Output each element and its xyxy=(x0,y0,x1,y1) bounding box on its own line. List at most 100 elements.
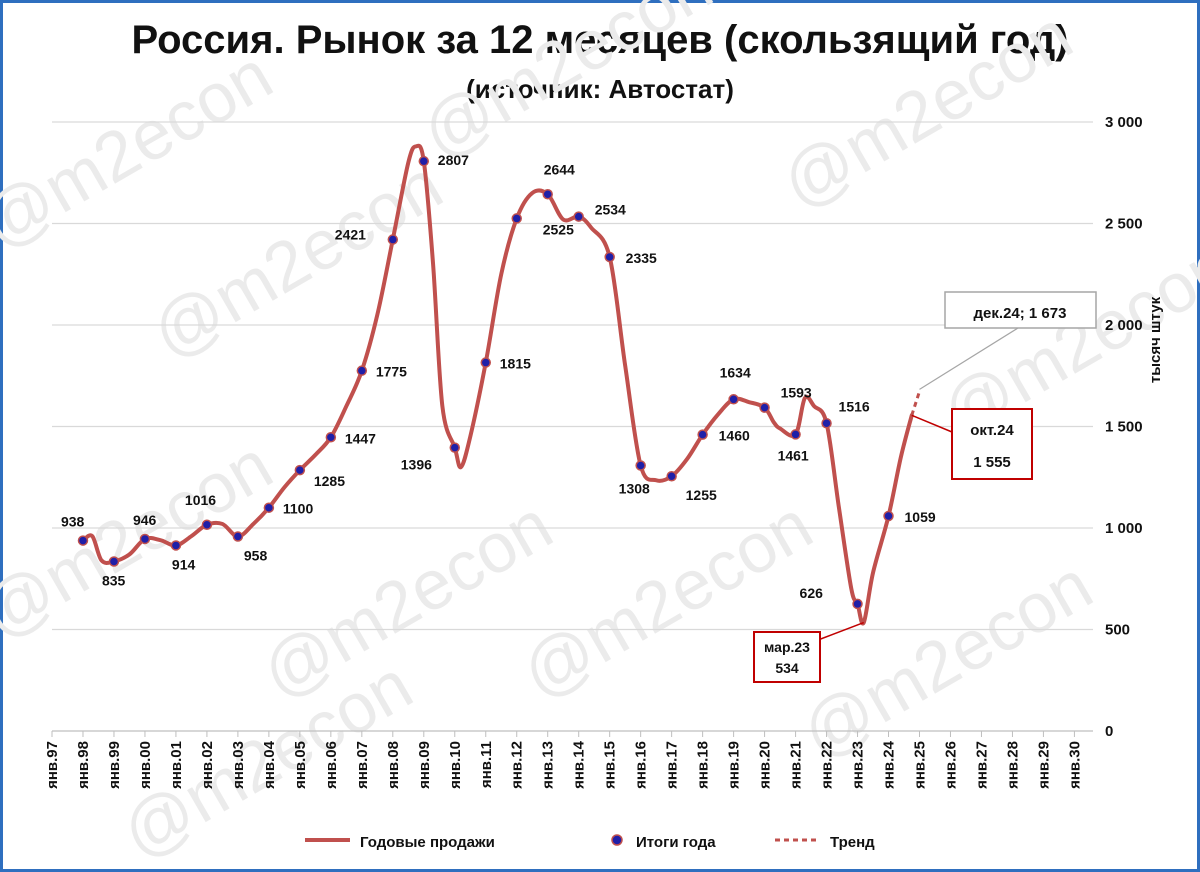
x-tick-label: янв.08 xyxy=(385,741,402,789)
y-tick-label: 2 000 xyxy=(1105,317,1143,334)
year-total-marker xyxy=(201,519,213,531)
current-callout-leader xyxy=(911,414,953,433)
y-tick-label: 0 xyxy=(1105,723,1113,740)
current-callout-period: окт.24 xyxy=(970,422,1014,439)
watermark-text: @m2econ xyxy=(769,0,1085,223)
x-tick-label: янв.00 xyxy=(137,741,154,789)
x-tick-label: янв.04 xyxy=(261,740,278,789)
x-tick-label: янв.99 xyxy=(106,741,123,789)
x-tick-label: янв.11 xyxy=(478,741,495,788)
watermark-text: @m2econ xyxy=(0,35,285,263)
year-total-label: 1100 xyxy=(283,501,314,517)
year-total-label: 946 xyxy=(133,512,157,528)
grid-layer xyxy=(52,121,1093,732)
x-tick-label: янв.98 xyxy=(75,741,92,789)
x-tick-label: янв.28 xyxy=(1004,741,1021,789)
x-tick-label: янв.27 xyxy=(973,741,990,789)
minimum-callout-leader xyxy=(817,621,864,641)
year-total-label: 2525 xyxy=(543,221,574,237)
y-tick-label: 3 000 xyxy=(1105,114,1143,131)
y-tick-label: 1 000 xyxy=(1105,520,1143,537)
year-total-label: 958 xyxy=(244,548,268,564)
trend-callout-text: дек.24; 1 673 xyxy=(974,305,1067,322)
year-total-marker xyxy=(294,464,306,476)
current-callout-box xyxy=(951,408,1033,480)
x-tick-label: янв.06 xyxy=(323,741,340,789)
year-total-label: 1255 xyxy=(686,487,717,503)
year-total-marker xyxy=(356,365,368,376)
year-total-label: 2807 xyxy=(438,152,469,168)
minimum-callout-value: 534 xyxy=(775,660,799,676)
year-total-marker xyxy=(387,234,399,245)
year-total-marker xyxy=(139,533,151,545)
x-tick-label: янв.17 xyxy=(664,741,681,789)
year-total-marker xyxy=(697,429,708,440)
year-total-label: 1634 xyxy=(720,364,751,380)
x-tick-label: янв.01 xyxy=(168,741,185,789)
x-tick-label: янв.13 xyxy=(540,741,557,789)
legend-marker-swatch xyxy=(611,834,623,846)
year-total-label: 2421 xyxy=(335,227,366,243)
x-tick-label: янв.97 xyxy=(44,741,61,789)
year-total-label: 2335 xyxy=(626,250,657,266)
year-total-label: 1775 xyxy=(376,364,407,380)
year-total-marker xyxy=(108,556,120,567)
x-tick-label: янв.20 xyxy=(757,741,774,789)
chart-title: Россия. Рынок за 12 месяцев (скользящий … xyxy=(131,18,1069,62)
year-total-marker xyxy=(759,402,770,413)
year-total-label: 1396 xyxy=(401,457,432,473)
year-total-label: 1016 xyxy=(185,492,216,508)
minimum-callout-period: мар.23 xyxy=(764,639,810,655)
year-total-label: 914 xyxy=(172,556,196,572)
watermark-text: @m2econ xyxy=(249,485,565,713)
x-tick-label: янв.23 xyxy=(850,741,867,789)
year-total-marker xyxy=(790,429,801,440)
trend-callout-leader xyxy=(919,327,1019,390)
year-total-marker xyxy=(883,510,894,522)
year-total-marker xyxy=(635,460,646,471)
x-tick-label: янв.02 xyxy=(199,741,216,789)
year-total-label: 1059 xyxy=(905,509,936,525)
year-total-marker xyxy=(449,442,461,453)
year-total-marker xyxy=(542,189,553,200)
x-axis: янв.97 янв.98 янв.99 янв.00 янв.01 янв.02 янв.… xyxy=(44,731,1083,789)
x-tick-label: янв.24 xyxy=(881,740,898,789)
year-total-marker xyxy=(263,502,275,513)
y-tick-label: 500 xyxy=(1105,622,1130,639)
year-total-marker xyxy=(511,213,522,224)
x-tick-label: янв.15 xyxy=(602,741,619,789)
x-tick-label: янв.16 xyxy=(633,741,650,789)
x-tick-label: янв.21 xyxy=(788,741,805,789)
chart-subtitle: (источник: Автостат) xyxy=(466,74,734,104)
x-tick-label: янв.29 xyxy=(1035,741,1052,789)
year-total-label: 1308 xyxy=(619,480,650,496)
y-axis: 0 500 1 000 1 500 2 000 2 500 3 000 xyxy=(1105,114,1143,740)
year-total-label: 1285 xyxy=(314,473,345,489)
legend: Годовые продажи Итоги года Тренд xyxy=(305,834,875,851)
x-tick-label: янв.10 xyxy=(447,741,464,789)
x-tick-label: янв.05 xyxy=(292,741,309,789)
x-tick-label: янв.18 xyxy=(695,741,712,789)
year-total-label: 2644 xyxy=(544,161,575,177)
minimum-callout-box xyxy=(753,631,821,683)
x-tick-label: янв.03 xyxy=(230,741,247,789)
year-total-label: 1460 xyxy=(719,428,750,444)
year-total-label: 1593 xyxy=(781,385,812,401)
year-total-marker xyxy=(821,418,832,429)
legend-line-label: Годовые продажи xyxy=(360,834,495,851)
year-total-label: 1447 xyxy=(345,430,376,446)
x-tick-label: янв.12 xyxy=(509,741,526,789)
y-tick-label: 2 500 xyxy=(1105,216,1143,233)
x-tick-label: янв.07 xyxy=(354,741,371,789)
year-total-label: 2534 xyxy=(595,202,626,218)
trend-line xyxy=(910,390,921,416)
year-total-marker xyxy=(728,394,739,405)
x-tick-label: янв.14 xyxy=(571,740,588,789)
year-total-label: 938 xyxy=(61,514,85,530)
year-total-marker xyxy=(325,432,337,443)
year-total-marker xyxy=(418,155,430,167)
x-tick-label: янв.09 xyxy=(416,741,433,789)
year-total-marker xyxy=(232,531,244,542)
